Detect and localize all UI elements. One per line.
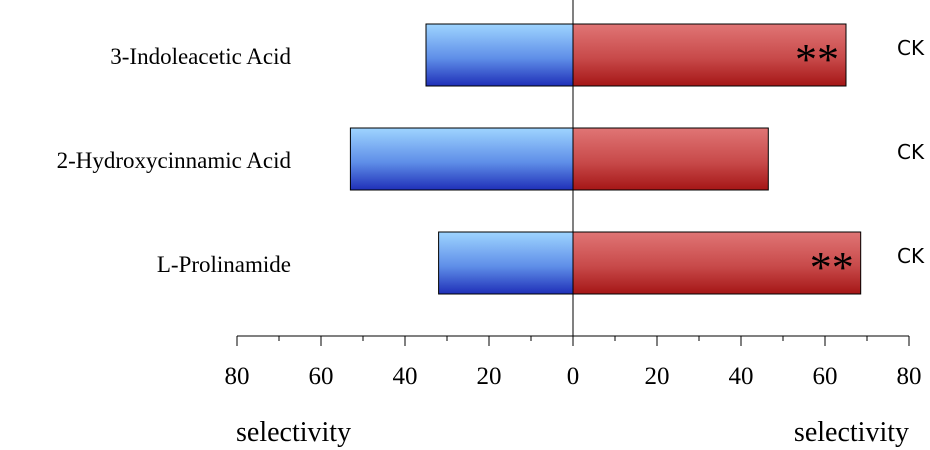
bar-right [572, 23, 847, 87]
tick-label: 40 [729, 363, 754, 390]
tick-label: 60 [813, 363, 838, 390]
tick-label: 80 [225, 363, 250, 390]
tick-label: 80 [897, 363, 922, 390]
bar-right [572, 127, 769, 191]
category-label: 2-Hydroxycinnamic Acid [57, 148, 292, 173]
side-label: CK [897, 36, 925, 60]
side-label: CK [897, 244, 925, 268]
significance-marker: ** [795, 35, 839, 84]
side-label: CK [897, 140, 925, 164]
category-label: L-Prolinamide [157, 252, 291, 277]
x-axis-title-left: selectivity [236, 417, 351, 448]
tick-label: 60 [309, 363, 334, 390]
significance-marker: ** [810, 243, 854, 292]
tick-label: 20 [645, 363, 670, 390]
category-label: 3-Indoleacetic Acid [110, 44, 291, 69]
bar-left [438, 231, 574, 295]
tick-label: 40 [393, 363, 418, 390]
x-axis-title-right: selectivity [794, 417, 909, 448]
tick-label: 20 [477, 363, 502, 390]
tick-label: 0 [567, 363, 580, 390]
bar-left [425, 23, 574, 87]
bar-right [572, 231, 862, 295]
bar-left [349, 127, 574, 191]
